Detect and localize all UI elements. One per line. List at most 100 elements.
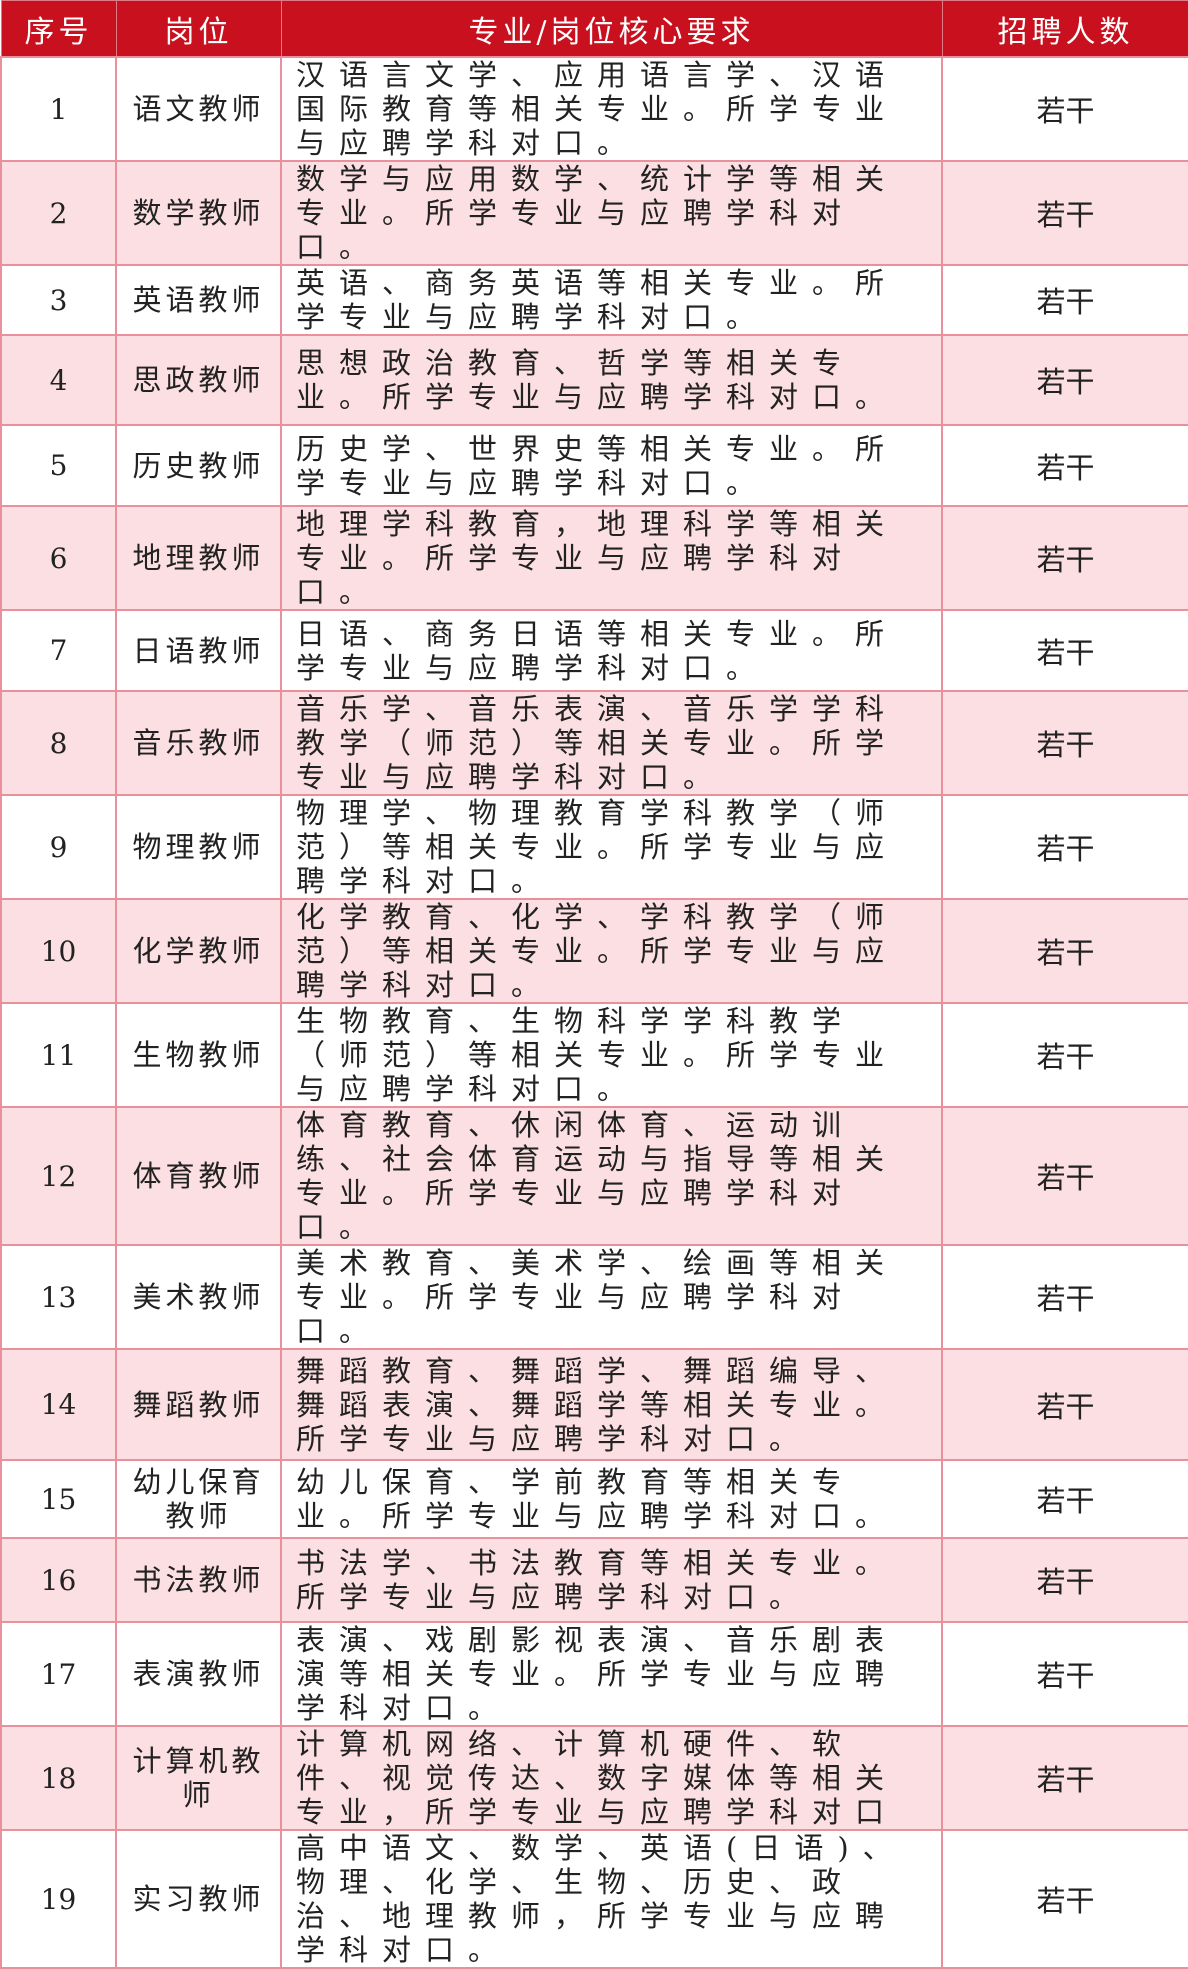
table-row: 17 表演教师 表演、戏剧影视表演、音乐剧表演等相关专业。所学专业与应聘学科对口。若… [0,1621,1188,1727]
row-number: 7 [0,609,117,692]
requirement-text: 表演、戏剧影视表演、音乐剧表演等相关专业。所学专业与应聘学科对口。 [280,1621,943,1727]
table-row: 2 数学教师 数学与应用数学、统计学等相关专业。所学专业与应聘学科对口。 若干 [0,160,1188,266]
table-row: 8 音乐教师 音乐学、音乐表演、音乐学学科教学（师范）等相关专业。所学专业与应聘学科… [0,690,1188,796]
hire-count: 若干 [941,794,1188,900]
position-name: 书法教师 [115,1537,282,1623]
position-name: 日语教师 [115,609,282,692]
hire-count: 若干 [941,334,1188,426]
hire-count: 若干 [941,1725,1188,1831]
table-row: 13 美术教师 美术教育、美术学、绘画等相关专业。所学专业与应聘学科对口。 若干 [0,1244,1188,1350]
requirement-text: 历史学、世界史等相关专业。所学专业与应聘学科对口。 [280,424,943,507]
requirement-text: 汉语言文学、应用语言学、汉语国际教育等相关专业。所学专业与应聘学科对口。 [280,56,943,162]
requirement-text: 思想政治教育、哲学等相关专业。所学专业与应聘学科对口。 [280,334,943,426]
row-number: 6 [0,505,117,611]
table-row: 16 书法教师 书法学、书法教育等相关专业。所学专业与应聘学科对口。 若干 [0,1537,1188,1623]
row-number: 3 [0,264,117,336]
hire-count: 若干 [941,160,1188,266]
table-row: 15 幼儿保育教师 幼儿保育、学前教育等相关专业。所学专业与应聘学科对口。 若干 [0,1459,1188,1539]
position-name: 数学教师 [115,160,282,266]
hire-count: 若干 [941,1459,1188,1539]
requirement-text: 高中语文、数学、英语(日语)、物理、化学、生物、历史、政治、地理教师，所学专业与… [280,1829,943,1969]
table-row: 14 舞蹈教师 舞蹈教育、舞蹈学、舞蹈编导、舞蹈表演、舞蹈学等相关专业。所学专业与应… [0,1348,1188,1461]
hire-count: 若干 [941,505,1188,611]
table-row: 12 体育教师 体育教育、休闲体育、运动训练、社会体育运动与指导等相关专业。所学专业… [0,1106,1188,1246]
table-row: 1 语文教师 汉语言文学、应用语言学、汉语国际教育等相关专业。所学专业与应聘学科对口… [0,56,1188,162]
row-number: 16 [0,1537,117,1623]
hire-count: 若干 [941,690,1188,796]
position-name: 物理教师 [115,794,282,900]
hire-count: 若干 [941,1244,1188,1350]
requirement-text: 舞蹈教育、舞蹈学、舞蹈编导、舞蹈表演、舞蹈学等相关专业。所学专业与应聘学科对口。 [280,1348,943,1461]
table-row: 5 历史教师 历史学、世界史等相关专业。所学专业与应聘学科对口。 若干 [0,424,1188,507]
table-row: 3 英语教师 英语、商务英语等相关专业。所学专业与应聘学科对口。 若干 [0,264,1188,336]
row-number: 13 [0,1244,117,1350]
position-name: 地理教师 [115,505,282,611]
row-number: 14 [0,1348,117,1461]
table-row: 9 物理教师 物理学、物理教育学科教学（师范）等相关专业。所学专业与应聘学科对口。若… [0,794,1188,900]
table-row: 19 实习教师 高中语文、数学、英语(日语)、物理、化学、生物、历史、政治、地理教师… [0,1829,1188,1969]
row-number: 4 [0,334,117,426]
requirement-text: 化学教育、化学、学科教学（师范）等相关专业。所学专业与应聘学科对口。 [280,898,943,1004]
requirement-text: 计算机网络、计算机硬件、软件、视觉传达、数字媒体等相关专业，所学专业与应聘学科对… [280,1725,943,1831]
row-number: 5 [0,424,117,507]
header-count: 招聘人数 [941,0,1188,58]
row-number: 18 [0,1725,117,1831]
requirement-text: 日语、商务日语等相关专业。所学专业与应聘学科对口。 [280,609,943,692]
table-row: 18 计算机教师 计算机网络、计算机硬件、软件、视觉传达、数字媒体等相关专业，所学专… [0,1725,1188,1831]
position-name: 体育教师 [115,1106,282,1246]
position-name: 语文教师 [115,56,282,162]
requirement-text: 书法学、书法教育等相关专业。所学专业与应聘学科对口。 [280,1537,943,1623]
row-number: 11 [0,1002,117,1108]
position-name: 历史教师 [115,424,282,507]
header-position: 岗位 [115,0,282,58]
hire-count: 若干 [941,264,1188,336]
position-name: 英语教师 [115,264,282,336]
table-row: 4 思政教师 思想政治教育、哲学等相关专业。所学专业与应聘学科对口。 若干 [0,334,1188,426]
position-name: 思政教师 [115,334,282,426]
row-number: 9 [0,794,117,900]
position-name: 幼儿保育教师 [115,1459,282,1539]
requirement-text: 英语、商务英语等相关专业。所学专业与应聘学科对口。 [280,264,943,336]
position-name: 化学教师 [115,898,282,1004]
requirement-text: 体育教育、休闲体育、运动训练、社会体育运动与指导等相关专业。所学专业与应聘学科对… [280,1106,943,1246]
position-name: 生物教师 [115,1002,282,1108]
position-name: 音乐教师 [115,690,282,796]
hire-count: 若干 [941,424,1188,507]
position-name: 实习教师 [115,1829,282,1969]
row-number: 1 [0,56,117,162]
position-name: 舞蹈教师 [115,1348,282,1461]
hire-count: 若干 [941,1106,1188,1246]
hire-count: 若干 [941,1537,1188,1623]
table-row: 7 日语教师 日语、商务日语等相关专业。所学专业与应聘学科对口。 若干 [0,609,1188,692]
header-no: 序号 [0,0,117,58]
hire-count: 若干 [941,1348,1188,1461]
table-row: 10 化学教师 化学教育、化学、学科教学（师范）等相关专业。所学专业与应聘学科对口。… [0,898,1188,1004]
position-name: 美术教师 [115,1244,282,1350]
row-number: 15 [0,1459,117,1539]
hire-count: 若干 [941,1829,1188,1969]
position-name: 表演教师 [115,1621,282,1727]
requirement-text: 生物教育、生物科学学科教学（师范）等相关专业。所学专业与应聘学科对口。 [280,1002,943,1108]
requirement-text: 美术教育、美术学、绘画等相关专业。所学专业与应聘学科对口。 [280,1244,943,1350]
requirement-text: 地理学科教育，地理科学等相关专业。所学专业与应聘学科对口。 [280,505,943,611]
header-row: 序号 岗位 专业/岗位核心要求 招聘人数 [0,0,1188,58]
hire-count: 若干 [941,898,1188,1004]
row-number: 2 [0,160,117,266]
requirement-text: 幼儿保育、学前教育等相关专业。所学专业与应聘学科对口。 [280,1459,943,1539]
row-number: 17 [0,1621,117,1727]
row-number: 12 [0,1106,117,1246]
hire-count: 若干 [941,56,1188,162]
hire-count: 若干 [941,1621,1188,1727]
row-number: 8 [0,690,117,796]
position-name: 计算机教师 [115,1725,282,1831]
table-row: 11 生物教师 生物教育、生物科学学科教学（师范）等相关专业。所学专业与应聘学科对口… [0,1002,1188,1108]
hire-count: 若干 [941,609,1188,692]
table-row: 6 地理教师 地理学科教育，地理科学等相关专业。所学专业与应聘学科对口。 若干 [0,505,1188,611]
requirement-text: 物理学、物理教育学科教学（师范）等相关专业。所学专业与应聘学科对口。 [280,794,943,900]
requirement-text: 数学与应用数学、统计学等相关专业。所学专业与应聘学科对口。 [280,160,943,266]
requirement-text: 音乐学、音乐表演、音乐学学科教学（师范）等相关专业。所学专业与应聘学科对口。 [280,690,943,796]
row-number: 10 [0,898,117,1004]
header-requirement: 专业/岗位核心要求 [280,0,943,58]
row-number: 19 [0,1829,117,1969]
